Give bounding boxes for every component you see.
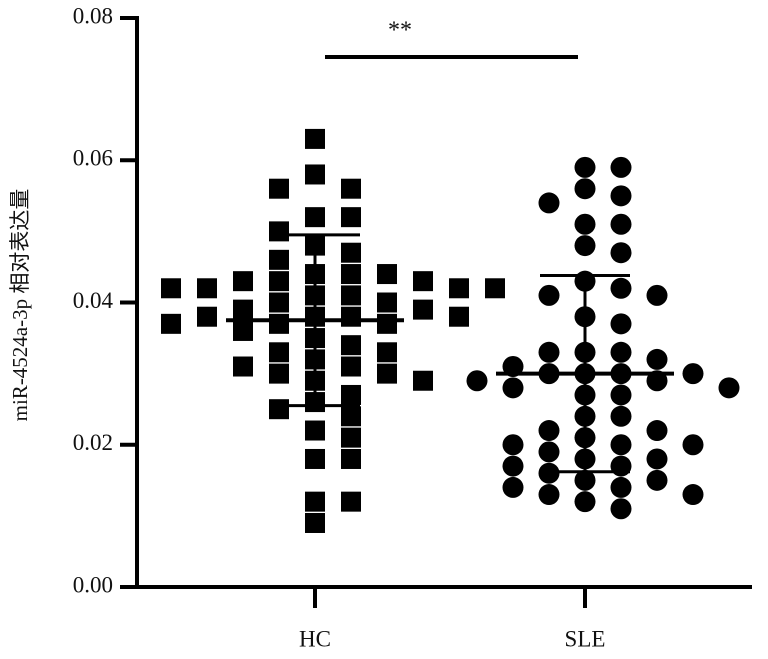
data-point bbox=[269, 363, 289, 384]
data-point bbox=[610, 213, 632, 235]
data-point bbox=[269, 271, 289, 292]
data-point bbox=[341, 207, 361, 228]
data-point bbox=[538, 420, 560, 442]
data-point bbox=[269, 342, 289, 363]
data-point bbox=[538, 341, 560, 363]
data-point bbox=[233, 299, 253, 320]
data-point bbox=[341, 285, 361, 306]
x-tick-label: SLE bbox=[565, 626, 606, 651]
data-point bbox=[538, 192, 560, 214]
data-point bbox=[269, 313, 289, 334]
data-point bbox=[377, 313, 397, 334]
data-point bbox=[341, 264, 361, 285]
data-point bbox=[610, 156, 632, 178]
data-point bbox=[341, 306, 361, 327]
data-point bbox=[305, 207, 325, 228]
data-point bbox=[538, 441, 560, 463]
data-point bbox=[502, 455, 524, 477]
data-point bbox=[610, 498, 632, 520]
x-tick-label: HC bbox=[299, 626, 331, 651]
data-point bbox=[610, 242, 632, 264]
data-point bbox=[161, 313, 181, 334]
data-point bbox=[682, 484, 704, 506]
data-point bbox=[341, 384, 361, 405]
data-point bbox=[377, 342, 397, 363]
data-point bbox=[646, 420, 668, 442]
y-axis-label: miR-4524a-3p 相对表达量 bbox=[8, 189, 32, 422]
data-point bbox=[413, 370, 433, 391]
data-point bbox=[574, 213, 596, 235]
data-point bbox=[341, 335, 361, 356]
data-point bbox=[233, 320, 253, 341]
data-point bbox=[449, 278, 469, 299]
data-point bbox=[341, 427, 361, 448]
data-point bbox=[305, 491, 325, 512]
y-tick-label: 0.02 bbox=[73, 430, 113, 455]
y-tick-label: 0.06 bbox=[73, 146, 113, 171]
data-point bbox=[646, 448, 668, 470]
data-point bbox=[341, 356, 361, 377]
data-point bbox=[377, 264, 397, 285]
data-point bbox=[341, 178, 361, 199]
data-point bbox=[610, 313, 632, 335]
data-point bbox=[610, 405, 632, 427]
data-point bbox=[574, 156, 596, 178]
data-point bbox=[610, 434, 632, 456]
data-point bbox=[377, 292, 397, 313]
data-point bbox=[341, 491, 361, 512]
data-point bbox=[610, 185, 632, 207]
data-point bbox=[574, 235, 596, 257]
data-point bbox=[574, 469, 596, 491]
data-point bbox=[197, 278, 217, 299]
data-point bbox=[305, 128, 325, 149]
data-point bbox=[574, 491, 596, 513]
data-point bbox=[341, 406, 361, 427]
data-point bbox=[682, 434, 704, 456]
data-point bbox=[574, 178, 596, 200]
data-point bbox=[413, 299, 433, 320]
data-point bbox=[682, 363, 704, 385]
data-point bbox=[377, 363, 397, 384]
data-point bbox=[341, 242, 361, 263]
data-point bbox=[646, 348, 668, 370]
y-tick-label: 0.00 bbox=[73, 572, 113, 597]
data-point bbox=[718, 377, 740, 399]
data-point bbox=[538, 484, 560, 506]
data-point bbox=[161, 278, 181, 299]
data-point bbox=[610, 277, 632, 299]
data-point bbox=[197, 306, 217, 327]
data-point bbox=[269, 178, 289, 199]
data-point bbox=[269, 399, 289, 420]
data-point bbox=[610, 341, 632, 363]
data-point bbox=[305, 164, 325, 185]
data-point bbox=[502, 434, 524, 456]
data-point bbox=[233, 271, 253, 292]
y-tick-label: 0.08 bbox=[73, 3, 113, 28]
data-point bbox=[269, 249, 289, 270]
data-point bbox=[269, 292, 289, 313]
y-tick-label: 0.04 bbox=[73, 288, 114, 313]
data-point bbox=[485, 278, 505, 299]
data-point bbox=[341, 448, 361, 469]
data-point bbox=[305, 512, 325, 533]
data-point bbox=[449, 306, 469, 327]
data-point bbox=[646, 469, 668, 491]
data-point bbox=[413, 271, 433, 292]
data-point bbox=[646, 284, 668, 306]
data-point bbox=[305, 448, 325, 469]
data-point bbox=[502, 377, 524, 399]
data-point bbox=[305, 420, 325, 441]
data-point bbox=[538, 284, 560, 306]
data-point bbox=[610, 455, 632, 477]
data-point bbox=[233, 356, 253, 377]
data-point bbox=[502, 476, 524, 498]
data-point bbox=[269, 221, 289, 242]
data-point bbox=[610, 384, 632, 406]
data-point bbox=[610, 476, 632, 498]
data-point bbox=[466, 370, 488, 392]
significance-label: ** bbox=[388, 18, 412, 44]
